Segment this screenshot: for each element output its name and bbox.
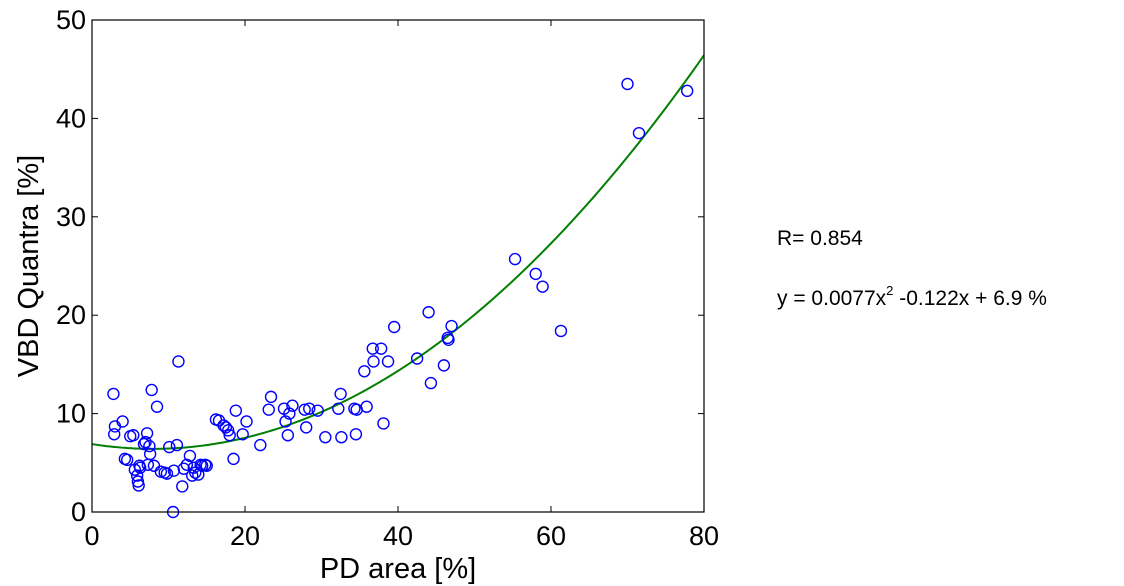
data-point (262, 403, 275, 416)
data-point (298, 403, 311, 416)
data-point (442, 333, 455, 346)
data-point (283, 407, 296, 420)
data-point (264, 390, 278, 404)
data-point (240, 415, 253, 428)
x-tick-label: 80 (689, 521, 719, 551)
data-point (199, 458, 212, 471)
data-point (139, 435, 152, 449)
data-point (160, 467, 174, 480)
data-point (424, 376, 438, 390)
data-point (186, 469, 199, 482)
y-tick-label: 10 (56, 399, 86, 429)
data-point (680, 84, 694, 98)
data-point (116, 415, 129, 428)
data-point (176, 480, 189, 493)
data-point (170, 438, 184, 452)
data-point (236, 428, 249, 441)
data-point (632, 126, 646, 140)
data-point (254, 438, 267, 452)
data-point (172, 355, 185, 368)
data-point (332, 402, 345, 415)
data-point (127, 429, 140, 442)
data-point (187, 461, 200, 474)
axis-ticks: 0 20 40 60 80 0 10 20 30 40 50 (56, 5, 719, 551)
data-point (303, 402, 316, 415)
data-point (221, 424, 235, 437)
y-tick-label: 30 (56, 202, 86, 232)
data-point (107, 428, 121, 441)
data-point (286, 399, 299, 412)
data-point (387, 320, 401, 334)
x-tick-label: 40 (383, 521, 413, 551)
x-axis-label: PD area [%] (320, 553, 476, 585)
data-point (437, 359, 451, 372)
data-point (143, 439, 156, 453)
data-point (554, 324, 568, 338)
data-point (300, 421, 313, 434)
data-point (140, 427, 154, 440)
data-point (410, 352, 424, 365)
x-tick-label: 20 (230, 521, 260, 551)
data-point (180, 458, 194, 471)
data-point (334, 387, 347, 401)
data-point (229, 404, 243, 417)
data-point (194, 458, 207, 471)
data-point (360, 400, 373, 413)
data-point (536, 280, 549, 293)
data-point (335, 431, 348, 444)
data-point (349, 428, 363, 441)
data-point (445, 319, 458, 333)
data-point (132, 479, 145, 492)
data-point (177, 462, 191, 475)
data-point (223, 429, 236, 442)
y-axis-label: VBD Quantra [%] (13, 155, 45, 377)
data-point (621, 77, 634, 91)
equation-suffix: -0.122x + 6.9 % (893, 287, 1047, 310)
data-point (219, 421, 233, 434)
data-point (311, 404, 324, 417)
data-point (279, 415, 292, 428)
data-point (145, 383, 158, 397)
data-point (422, 306, 435, 319)
correlation-label: R= 0.854 (777, 227, 863, 250)
data-point (367, 355, 380, 368)
x-tick-label: 60 (536, 521, 566, 551)
y-tick-label: 0 (71, 497, 86, 527)
data-point (227, 452, 240, 466)
y-tick-label: 20 (56, 300, 86, 330)
data-point (529, 267, 542, 281)
data-point (366, 342, 379, 355)
data-point (319, 431, 332, 444)
data-point (508, 252, 522, 266)
data-point (143, 447, 157, 461)
data-point (133, 461, 147, 474)
y-tick-label: 40 (56, 103, 86, 133)
data-point (163, 440, 176, 454)
plot-area-frame (91, 19, 705, 513)
fit-equation: y = 0.0077x2 -0.122x + 6.9 % (777, 283, 1047, 311)
x-tick-label: 0 (84, 521, 99, 551)
data-point (374, 342, 388, 355)
data-point (120, 453, 134, 467)
data-point (150, 400, 164, 413)
data-point (377, 417, 390, 430)
data-point (281, 429, 295, 442)
equation-exponent: 2 (886, 283, 894, 298)
data-point (107, 387, 120, 401)
fit-curve (91, 54, 705, 450)
data-point (200, 459, 213, 472)
data-point (358, 365, 371, 378)
equation-prefix: y = 0.0077x (777, 287, 887, 310)
data-point (183, 449, 197, 463)
chart-marks (91, 54, 705, 519)
data-point (381, 355, 395, 368)
y-tick-label: 50 (56, 5, 86, 35)
